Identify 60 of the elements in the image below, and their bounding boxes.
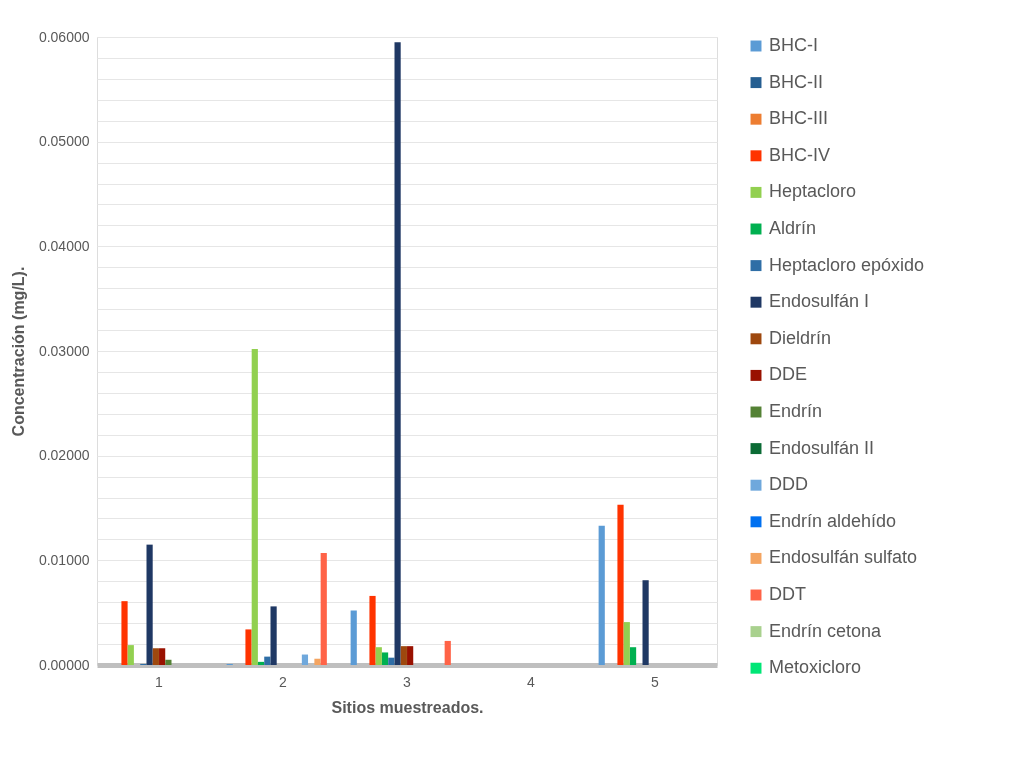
bar: [617, 504, 624, 665]
legend-label: DDT: [769, 584, 806, 604]
bar: [159, 648, 166, 665]
bar: [375, 647, 382, 665]
x-tick-label: 4: [527, 673, 536, 690]
x-tick-label: 3: [403, 673, 412, 690]
y-tick-label: 0.00000: [38, 656, 90, 673]
bar: [381, 652, 389, 665]
y-tick-label: 0.05000: [38, 133, 90, 150]
bar: [388, 657, 395, 665]
bar: [245, 629, 252, 665]
legend-label: Aldrín: [769, 218, 817, 238]
y-tick-label: 0.01000: [38, 551, 90, 568]
y-tick-label: 0.04000: [38, 237, 90, 254]
bar: [251, 348, 258, 665]
x-axis-title: Sitios muestreados.: [331, 698, 484, 716]
x-tick-label: 5: [651, 673, 660, 690]
y-tick-label: 0.02000: [38, 447, 90, 464]
legend-label: Endosulfán II: [769, 437, 875, 458]
bar: [257, 661, 265, 665]
legend-label: Endrín cetona: [769, 620, 883, 641]
legend-label: BHC-III: [769, 108, 829, 129]
legend-label: Endosulfán I: [769, 291, 870, 312]
legend-label: Endosulfán sulfato: [769, 547, 918, 568]
y-tick-label: 0.06000: [38, 28, 90, 45]
y-tick-label: 0.03000: [38, 342, 90, 359]
bar: [270, 606, 277, 665]
bar: [314, 658, 321, 665]
bar: [301, 654, 309, 665]
legend-label: Endrín aldehído: [769, 510, 897, 531]
legend-label: Metoxicloro: [769, 657, 862, 678]
bar: [264, 656, 271, 665]
legend-label: Endrín: [769, 401, 823, 421]
bar: [121, 601, 128, 665]
x-tick-label: 2: [279, 673, 288, 690]
bar: [407, 646, 414, 665]
legend-label: Heptacloro: [769, 181, 857, 202]
bar: [394, 42, 401, 665]
bar: [146, 544, 153, 665]
legend-label: BHC-IV: [769, 144, 831, 165]
bar: [152, 648, 159, 665]
bar: [400, 646, 407, 665]
bar: [320, 553, 327, 665]
bar: [642, 580, 649, 665]
bar: [350, 610, 357, 665]
legend-label: BHC-II: [769, 71, 823, 92]
legend-label: Heptacloro epóxido: [769, 254, 925, 275]
bar: [598, 525, 605, 665]
bar: [629, 647, 637, 665]
bar: [623, 622, 630, 665]
bar: [165, 659, 172, 665]
bar: [127, 645, 134, 665]
legend-label: Dieldrín: [769, 327, 832, 348]
legend-label: BHC-I: [769, 35, 818, 55]
y-axis-title: Concentración (mg/L).: [9, 266, 27, 437]
legend-label: DDD: [769, 474, 808, 495]
bar: [369, 595, 376, 665]
legend-label: DDE: [769, 364, 808, 385]
bar: [444, 640, 451, 665]
x-tick-label: 1: [155, 673, 164, 690]
